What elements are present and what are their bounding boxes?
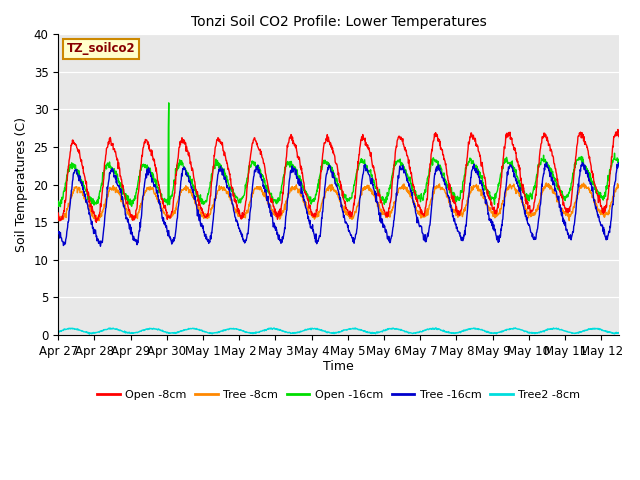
Y-axis label: Soil Temperatures (C): Soil Temperatures (C) bbox=[15, 117, 28, 252]
X-axis label: Time: Time bbox=[323, 360, 354, 373]
Text: TZ_soilco2: TZ_soilco2 bbox=[67, 42, 135, 55]
Title: Tonzi Soil CO2 Profile: Lower Temperatures: Tonzi Soil CO2 Profile: Lower Temperatur… bbox=[191, 15, 486, 29]
Legend: Open -8cm, Tree -8cm, Open -16cm, Tree -16cm, Tree2 -8cm: Open -8cm, Tree -8cm, Open -16cm, Tree -… bbox=[93, 385, 584, 405]
